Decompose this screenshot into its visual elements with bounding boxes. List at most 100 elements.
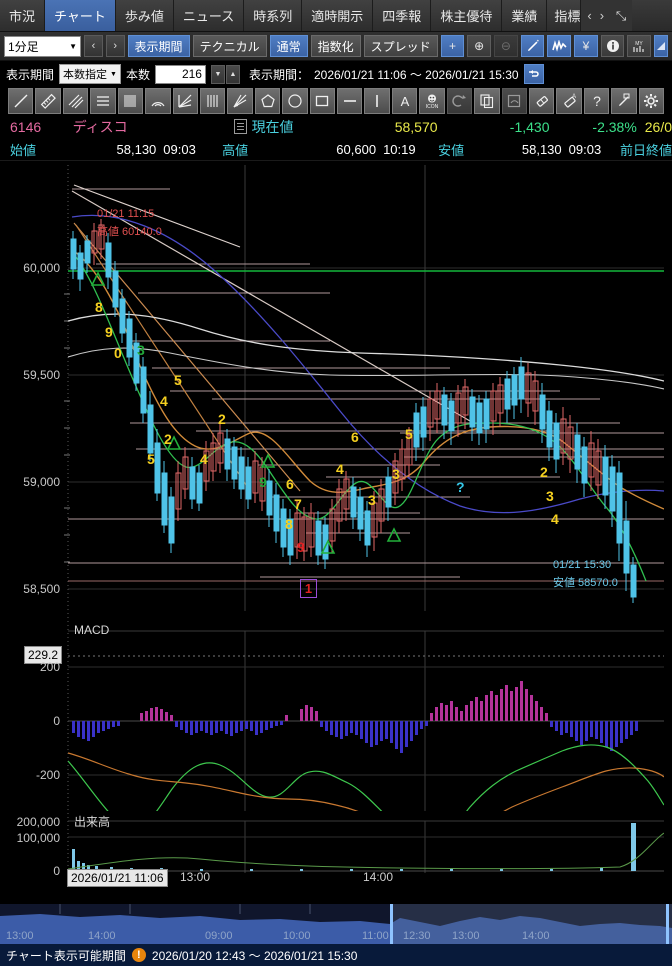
tab-performance[interactable]: 業績 — [502, 0, 548, 31]
count-marker-boxed: 1 — [300, 579, 317, 598]
tab-scroll-next-icon[interactable]: › — [599, 8, 605, 23]
quote-row-primary: 6146 ディスコ 現在値 58,570 -1,430 -2.38% 26/0 — [0, 115, 672, 138]
interval-value: 1分足 — [8, 39, 39, 54]
volume-tick-0: 0 — [53, 864, 60, 878]
svg-text:A: A — [400, 94, 409, 109]
price-tick-59000: 59,000 — [23, 475, 60, 489]
multi-horizontal-lines-tool[interactable] — [117, 88, 144, 114]
period-label: 表示期間 — [6, 67, 55, 82]
parallel-lines-tool[interactable] — [62, 88, 89, 114]
arc-tool[interactable] — [145, 88, 171, 114]
stepper-down-icon[interactable]: ▼ — [210, 64, 225, 84]
zoom-in-icon[interactable]: ⊕ — [467, 35, 491, 57]
help-tool[interactable]: ? — [583, 88, 610, 114]
my-indicator-icon[interactable]: MY — [627, 35, 652, 57]
paste-tool[interactable] — [501, 88, 528, 114]
tab-label: 株主優待 — [440, 9, 493, 24]
fan-tool[interactable] — [172, 88, 198, 114]
count-marker: 8 — [285, 516, 293, 532]
count-marker-question: ? — [456, 479, 465, 495]
count-marker: 3 — [368, 492, 376, 508]
eraser-tool[interactable] — [529, 88, 555, 114]
tab-shikiho[interactable]: 四季報 — [373, 0, 432, 31]
normal-mode-button[interactable]: 通常 — [269, 35, 308, 57]
tab-ticks[interactable]: 歩み値 — [115, 0, 174, 31]
tab-scroll-prev-icon[interactable]: ‹ — [587, 8, 592, 23]
tab-shareholder-benefits[interactable]: 株主優待 — [431, 0, 503, 31]
display-period-button[interactable]: 表示期間 — [127, 35, 190, 57]
nav-tick-0: 13:00 — [6, 930, 34, 942]
yen-icon[interactable]: ¥ — [574, 35, 598, 57]
stepper-up-icon[interactable]: ▲ — [225, 64, 240, 84]
price-tick-59500: 59,500 — [23, 368, 60, 382]
memo-icon[interactable] — [233, 119, 247, 134]
nav-tick-5: 12:30 — [403, 930, 431, 942]
tab-timeseries[interactable]: 時系列 — [244, 0, 303, 31]
horizontal-line-tool[interactable] — [337, 88, 363, 114]
quote-row-ohlc: 始値 58,130 09:03 高値 60,600 10:19 安値 58,13… — [0, 138, 672, 161]
count-marker: 9 — [297, 539, 305, 555]
high-label: 高値 — [222, 142, 249, 158]
nav-tick-1: 14:00 — [88, 930, 116, 942]
trendline-tool[interactable] — [8, 88, 34, 114]
count-marker: 4 — [160, 393, 168, 409]
more-tools-icon[interactable] — [654, 35, 668, 57]
current-price-label: 現在値 — [251, 118, 294, 135]
chart-navigator[interactable]: 13:00 14:00 09:00 10:00 11:00 12:30 13:0… — [0, 904, 672, 944]
ellipse-tool[interactable] — [282, 88, 308, 114]
nav-tick-7: 14:00 — [522, 930, 550, 942]
bar-count-input[interactable]: 216 — [154, 64, 206, 84]
wave-chart-icon[interactable] — [547, 35, 572, 57]
time-cursor-label: 2026/01/21 11:06 — [67, 869, 168, 887]
tab-disclosure[interactable]: 適時開示 — [302, 0, 374, 31]
add-icon[interactable]: + — [440, 35, 465, 57]
tab-news[interactable]: ニュース — [173, 0, 245, 31]
text-tool[interactable]: A — [391, 88, 418, 114]
vertical-lines-tool[interactable] — [199, 88, 226, 114]
zoom-out-icon[interactable]: ⊖ — [494, 35, 518, 57]
tab-label: 時系列 — [253, 9, 293, 24]
interval-select[interactable]: 1分足 ▼ — [4, 35, 82, 57]
vertical-line-tool[interactable] — [364, 88, 390, 114]
count-marker: 5 — [174, 372, 182, 388]
pentagon-tool[interactable] — [254, 88, 281, 114]
tab-label: 業績 — [511, 9, 538, 24]
lock-edit-tool[interactable] — [611, 88, 637, 114]
erase-all-tool[interactable]: A — [556, 88, 582, 114]
info-icon[interactable] — [600, 35, 625, 57]
status-label: チャート表示可能期間 — [6, 948, 126, 963]
volume-tick-100000: 100,000 — [16, 831, 60, 845]
undo-tool[interactable] — [446, 88, 473, 114]
open-time: 09:03 — [163, 141, 196, 157]
settings-tool[interactable] — [638, 88, 665, 114]
chevron-down-icon: ▼ — [110, 70, 117, 78]
technical-button[interactable]: テクニカル — [192, 35, 267, 57]
reload-icon[interactable] — [523, 64, 544, 84]
macd-tick-200: 200 — [39, 660, 60, 674]
icon-stamp-tool[interactable]: ICON — [419, 88, 445, 114]
rectangle-tool[interactable] — [309, 88, 336, 114]
tab-indicators[interactable]: 指標 — [547, 0, 582, 31]
chart-canvas[interactable]: 60,000 59,500 59,000 58,500 01/21 11:15 … — [0, 161, 672, 904]
period-mode-select[interactable]: 本数指定 ▼ — [59, 64, 121, 84]
pencil-icon[interactable] — [520, 35, 545, 57]
gann-fan-tool[interactable] — [227, 88, 253, 114]
tab-label: チャート — [54, 9, 106, 24]
low-annotation-price: 安値 58570.0 — [553, 577, 618, 589]
tab-market[interactable]: 市況 — [0, 0, 46, 31]
low-time: 09:03 — [568, 141, 602, 157]
next-period-button[interactable]: › — [105, 35, 125, 57]
range-label: 表示期間： — [248, 67, 309, 82]
expand-icon[interactable]: ⤡ — [610, 0, 633, 31]
svg-text:A: A — [572, 94, 576, 100]
prev-period-button[interactable]: ‹ — [84, 35, 103, 57]
horizontal-lines-tool[interactable] — [90, 88, 116, 114]
copy-tool[interactable] — [474, 88, 500, 114]
volume-tick-200000: 200,000 — [16, 815, 60, 829]
index-mode-button[interactable]: 指数化 — [310, 35, 361, 57]
spread-mode-button[interactable]: スプレッド — [363, 35, 438, 57]
tab-chart[interactable]: チャート — [45, 0, 116, 31]
chart-toolbar-primary: 1分足 ▼ ‹ › 表示期間 テクニカル 通常 指数化 スプレッド + ⊕ ⊖ … — [0, 32, 672, 61]
main-tabbar: 市況 チャート 歩み値 ニュース 時系列 適時開示 四季報 株主優待 業績 指標… — [0, 0, 672, 32]
ruler-tool[interactable] — [35, 88, 61, 114]
